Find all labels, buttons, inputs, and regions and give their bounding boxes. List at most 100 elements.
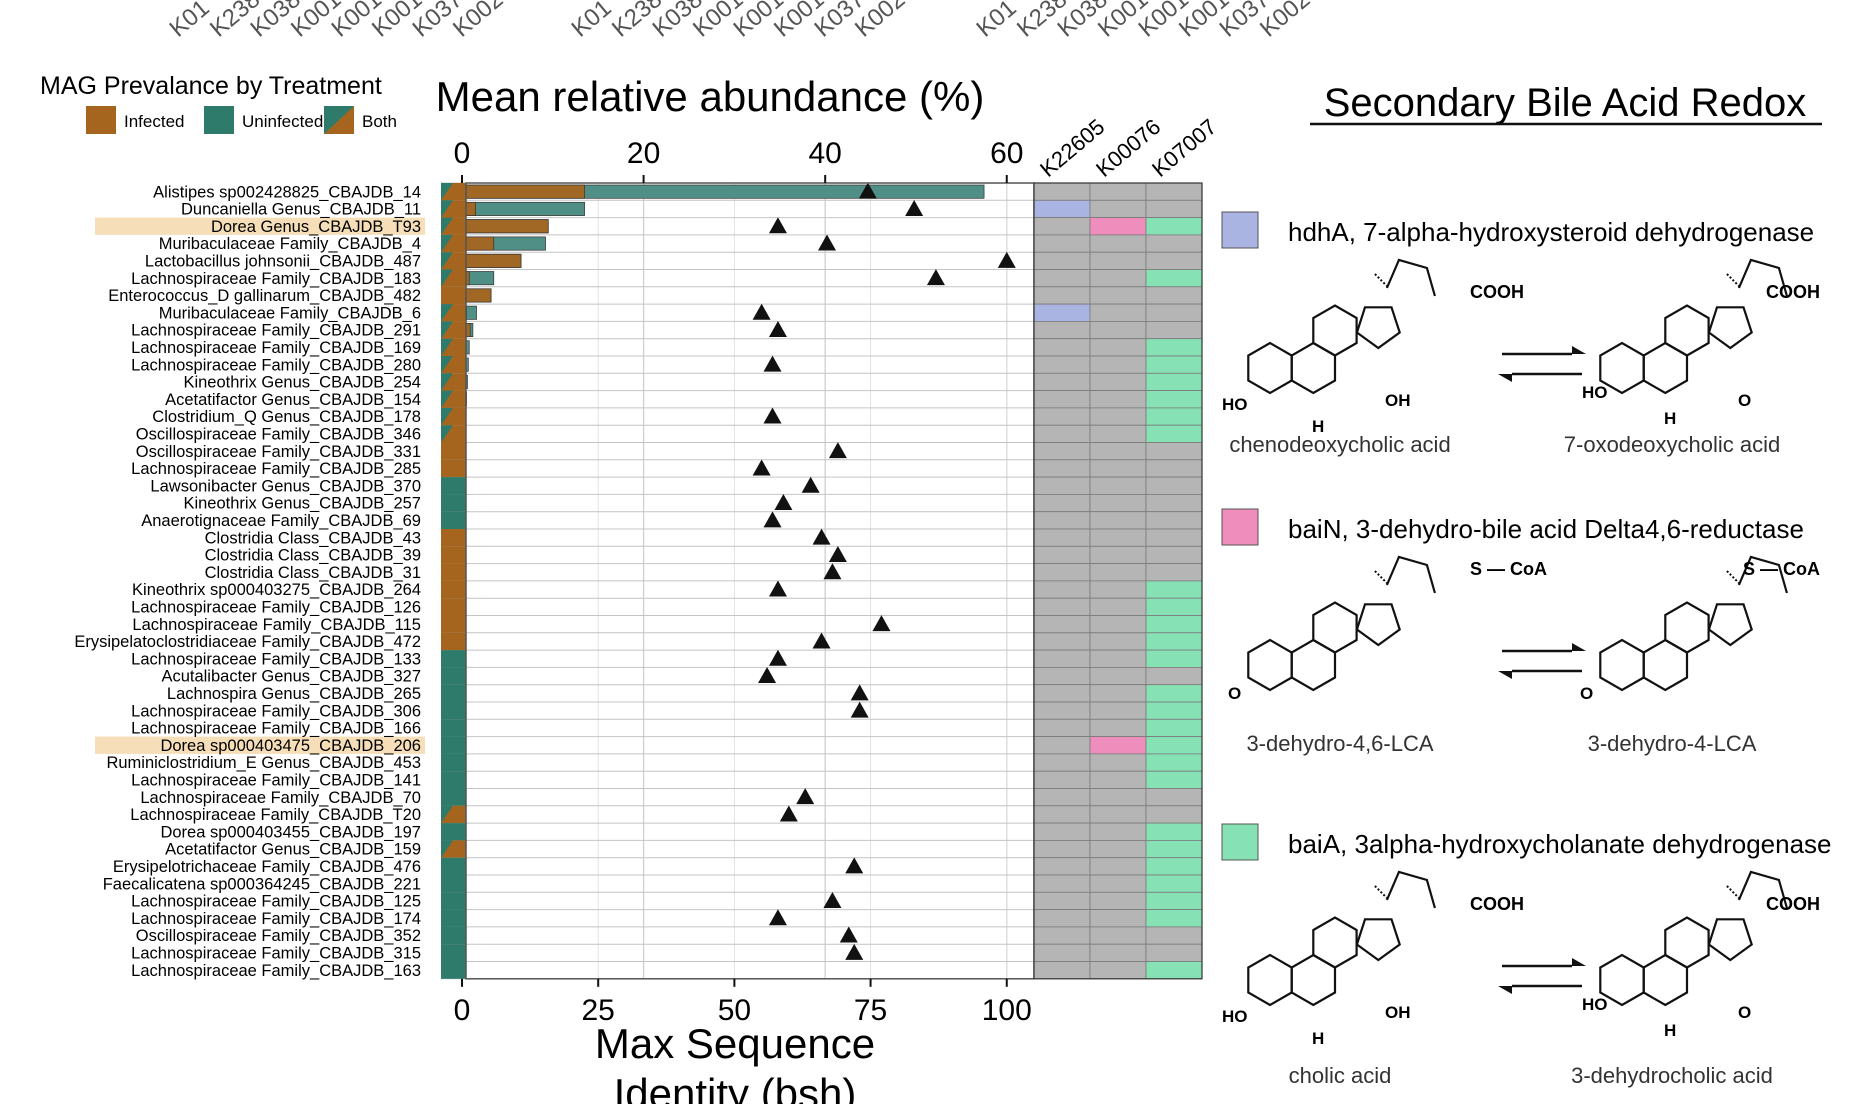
heatmap-cell (1089, 286, 1147, 305)
prevalence-cell-uninfected (441, 511, 466, 529)
heatmap-cell (1033, 667, 1091, 686)
heatmap-cell (1145, 805, 1203, 824)
heatmap-cell (1033, 303, 1091, 322)
hydrogen-label: H (1664, 409, 1676, 428)
prevalence-cell-uninfected (441, 909, 466, 927)
legend-label-uninfected: Uninfected (242, 112, 323, 131)
heatmap-cell (1145, 286, 1203, 305)
heatmap-cell (1089, 736, 1147, 755)
prevalence-cell-uninfected (441, 823, 466, 841)
bile-acid-panel: Secondary Bile Acid Redox hdhA, 7-alpha-… (1221, 81, 1832, 1088)
bsh-identity-point (801, 476, 820, 493)
steroid-ring-c (1312, 304, 1358, 357)
heatmap-cell (1033, 459, 1091, 478)
bsh-identity-point (828, 442, 847, 459)
heatmap-cell (1089, 926, 1147, 945)
side-chain (1385, 555, 1436, 594)
heatmap-cell (1033, 909, 1091, 928)
prevalence-cell-both-split (441, 805, 453, 824)
prevalence-legend: MAG Prevalance by Treatment Infected Uni… (40, 72, 397, 134)
prevalence-cell-both-split (441, 338, 453, 356)
side-chain-label: COOH (1766, 282, 1820, 302)
heatmap-cell (1145, 701, 1203, 720)
heatmap-cell (1033, 891, 1091, 910)
oxo-label: O (1228, 684, 1241, 703)
row-label: Lachnospiraceae Family_CBAJDB_315 (131, 945, 421, 963)
heatmap-cell (1089, 857, 1147, 876)
heatmap-cell (1145, 857, 1203, 876)
abundance-chart: Mean relative abundance (%) 0 20 40 60 K226… (74, 73, 1221, 1104)
heatmap-cell (1145, 822, 1203, 841)
prevalence-cell-infected (441, 546, 466, 564)
heatmap-cell (1033, 822, 1091, 841)
heatmap-cell (1145, 874, 1203, 893)
bottom-axis: 0 25 50 75 100 (454, 978, 1032, 1027)
prevalence-cell-uninfected (441, 667, 466, 685)
row-label: Dorea sp000403475_CBAJDB_206 (160, 737, 421, 755)
prevalence-cell-uninfected (441, 753, 466, 772)
row-label: Lachnospiraceae Family_CBAJDB_174 (131, 910, 421, 928)
side-chain-label: S — CoA (1470, 559, 1547, 579)
heatmap-cell (1145, 770, 1203, 789)
heatmap-cell (1033, 320, 1091, 340)
row-label: Lachnospiraceae Family_CBAJDB_141 (131, 772, 421, 790)
row-label: Kineothrix Genus_CBAJDB_254 (183, 374, 421, 392)
heatmap-cell (1145, 545, 1203, 564)
legend-swatch-uninfected (204, 106, 234, 134)
reverse-arrow-head (1498, 986, 1512, 994)
top-axis-tick-label: 60 (990, 137, 1023, 170)
heatmap-cell (1089, 684, 1147, 703)
prevalence-cell-infected (441, 442, 466, 460)
heatmap-cell (1033, 684, 1091, 703)
row-label: Oscillospiraceae Family_CBAJDB_352 (136, 927, 421, 945)
row-label: Lachnospiraceae Family_CBAJDB_306 (131, 702, 421, 720)
row-label: Kineothrix Genus_CBAJDB_257 (183, 495, 421, 513)
heatmap-cell (1145, 493, 1203, 513)
reverse-arrow-head (1498, 671, 1512, 679)
heatmap-cell (1089, 199, 1147, 219)
substrate-name: 3-dehydro-4,6-LCA (1246, 731, 1433, 756)
heatmap-cell (1145, 788, 1203, 807)
heatmap-cell (1089, 891, 1147, 910)
prevalence-cell-infected (441, 563, 466, 581)
heatmap-cell (1089, 597, 1147, 616)
heatmap-cell (1145, 320, 1203, 340)
bsh-identity-point (839, 926, 858, 943)
row-label: Clostridia Class_CBAJDB_31 (205, 564, 421, 582)
steroid-ring-c (1664, 304, 1710, 357)
row-label: Lachnospiraceae Family_CBAJDB_291 (131, 322, 421, 340)
heatmap-cell (1145, 199, 1203, 219)
heatmap-cell (1145, 684, 1203, 703)
bsh-identity-point (752, 303, 771, 320)
enzyme-label: baiN, 3-dehydro-bile acid Delta4,6-reduc… (1288, 514, 1804, 544)
methyl-hash (1374, 273, 1388, 287)
heatmap-cell (1089, 718, 1147, 737)
steroid-ring-d (1355, 306, 1401, 350)
side-chain-label: S — CoA (1743, 559, 1820, 579)
heatmap-cell (1033, 528, 1091, 547)
heatmap-cell (1033, 338, 1091, 357)
bsh-identity-point (768, 321, 787, 338)
row-label: Lachnospiraceae Family_CBAJDB_169 (131, 339, 421, 357)
heatmap-cell (1033, 736, 1091, 755)
bsh-identity-point (823, 563, 842, 580)
hydroxyl-label: OH (1385, 391, 1411, 410)
bsh-identity-point (779, 805, 798, 822)
heatmap-cell (1089, 615, 1147, 634)
heatmap-cell (1145, 632, 1203, 651)
steroid-ring-c (1312, 601, 1358, 654)
prevalence-cell-both-split (441, 840, 453, 858)
bsh-identity-point (850, 701, 869, 718)
heatmap-cell (1145, 615, 1203, 634)
prevalence-cell-uninfected (441, 892, 466, 910)
heatmap-cell (1089, 320, 1147, 340)
product-name: 3-dehydrocholic acid (1571, 1063, 1773, 1088)
heatmap-cell (1089, 390, 1147, 409)
legend-label-both: Both (362, 112, 397, 131)
bottom-axis-tick-label: 75 (854, 994, 887, 1027)
prevalence-cell-uninfected (441, 944, 466, 962)
heatmap-cell (1033, 424, 1091, 443)
heatmap-cell (1145, 182, 1203, 201)
bar-infected (461, 253, 522, 268)
